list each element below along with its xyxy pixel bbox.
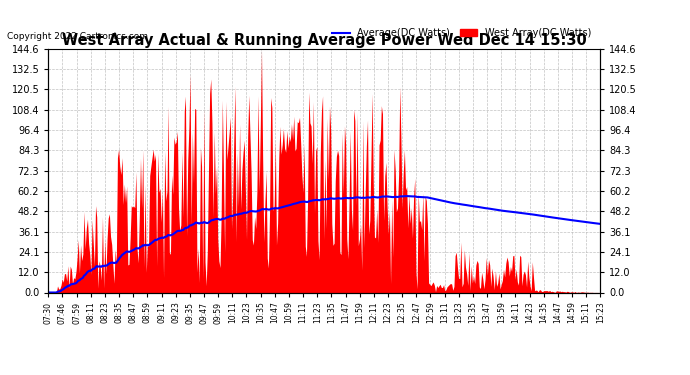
Title: West Array Actual & Running Average Power Wed Dec 14 15:30: West Array Actual & Running Average Powe… bbox=[62, 33, 586, 48]
Legend: Average(DC Watts), West Array(DC Watts): Average(DC Watts), West Array(DC Watts) bbox=[328, 24, 595, 42]
Text: Copyright 2022 Cartronics.com: Copyright 2022 Cartronics.com bbox=[7, 32, 148, 41]
